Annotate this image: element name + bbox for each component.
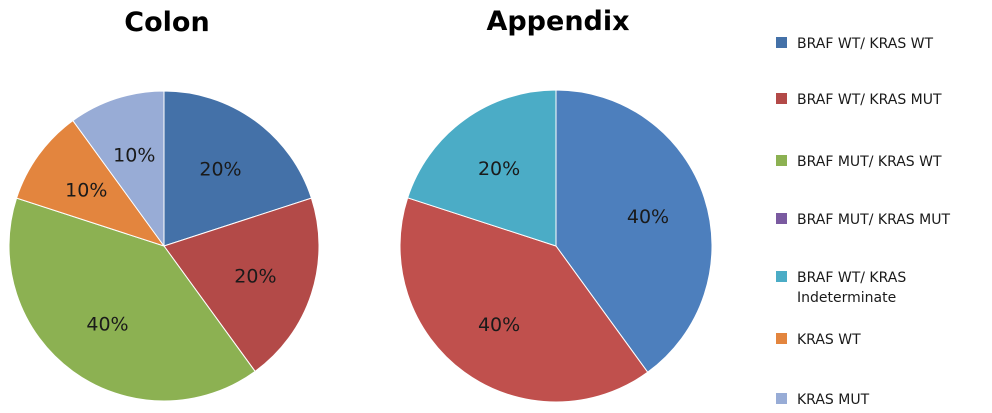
appendix-slice-braf-wt-kras-indeterminate bbox=[407, 89, 557, 247]
legend-label-braf-mut-kras-wt: BRAF MUT/ KRAS WT bbox=[797, 154, 942, 170]
colon-slice-label-braf-mut-kras-wt: 40% bbox=[86, 314, 128, 336]
colon-slice-label-braf-wt-kras-mut: 20% bbox=[234, 266, 276, 288]
colon-slice-braf-wt-kras-wt bbox=[163, 90, 313, 247]
legend-swatch-braf-mut-kras-wt bbox=[776, 155, 787, 166]
colon-slice-braf-mut-kras-wt bbox=[8, 197, 256, 402]
appendix-slice-label-braf-wt-kras-indeterminate: 20% bbox=[478, 158, 520, 180]
legend-label-kras-wt: KRAS WT bbox=[797, 332, 861, 348]
appendix-pie: 40% 40% 20% bbox=[399, 89, 713, 403]
colon-slice-kras-wt bbox=[15, 119, 166, 247]
legend-label-braf-mut-kras-mut: BRAF MUT/ KRAS MUT bbox=[797, 212, 950, 228]
appendix-slice-label-braf-wt-kras-mut: 40% bbox=[478, 314, 520, 336]
legend-swatch-braf-mut-kras-mut bbox=[776, 213, 787, 224]
legend-label-kras-mut: KRAS MUT bbox=[797, 392, 870, 408]
colon-slice-label-braf-wt-kras-wt: 20% bbox=[199, 158, 241, 180]
legend: BRAF WT/ KRAS WT BRAF WT/ KRAS MUT BRAF MU… bbox=[776, 36, 950, 408]
appendix-slice-braf-wt-kras-wt bbox=[555, 89, 713, 373]
legend-swatch-braf-wt-kras-wt bbox=[776, 37, 787, 48]
colon-slice-label-kras-wt: 10% bbox=[65, 180, 107, 202]
colon-slice-label-kras-mut: 10% bbox=[113, 145, 155, 167]
legend-label-braf-wt-kras-mut: BRAF WT/ KRAS MUT bbox=[797, 92, 942, 108]
colon-slice-braf-wt-kras-mut bbox=[163, 197, 320, 373]
appendix-pie-title: Appendix bbox=[486, 6, 629, 37]
colon-slice-kras-mut bbox=[72, 90, 165, 248]
legend-swatch-braf-wt-kras-mut bbox=[776, 93, 787, 104]
colon-pie-title: Colon bbox=[124, 7, 209, 38]
appendix-slice-label-braf-wt-kras-wt: 40% bbox=[627, 206, 669, 228]
appendix-slice-braf-wt-kras-mut bbox=[399, 197, 649, 403]
legend-label-braf-wt-kras-wt: BRAF WT/ KRAS WT bbox=[797, 36, 934, 52]
legend-label-braf-wt-kras-indeterminate: BRAF WT/ KRAS bbox=[797, 270, 906, 286]
legend-swatch-kras-mut bbox=[776, 393, 787, 404]
legend-label-braf-wt-kras-indeterminate-line-2: Indeterminate bbox=[797, 290, 896, 306]
legend-swatch-kras-wt bbox=[776, 333, 787, 344]
legend-swatch-braf-wt-kras-indeterminate bbox=[776, 271, 787, 282]
colon-pie: 20% 20% 40% 10% 10% bbox=[8, 90, 320, 402]
